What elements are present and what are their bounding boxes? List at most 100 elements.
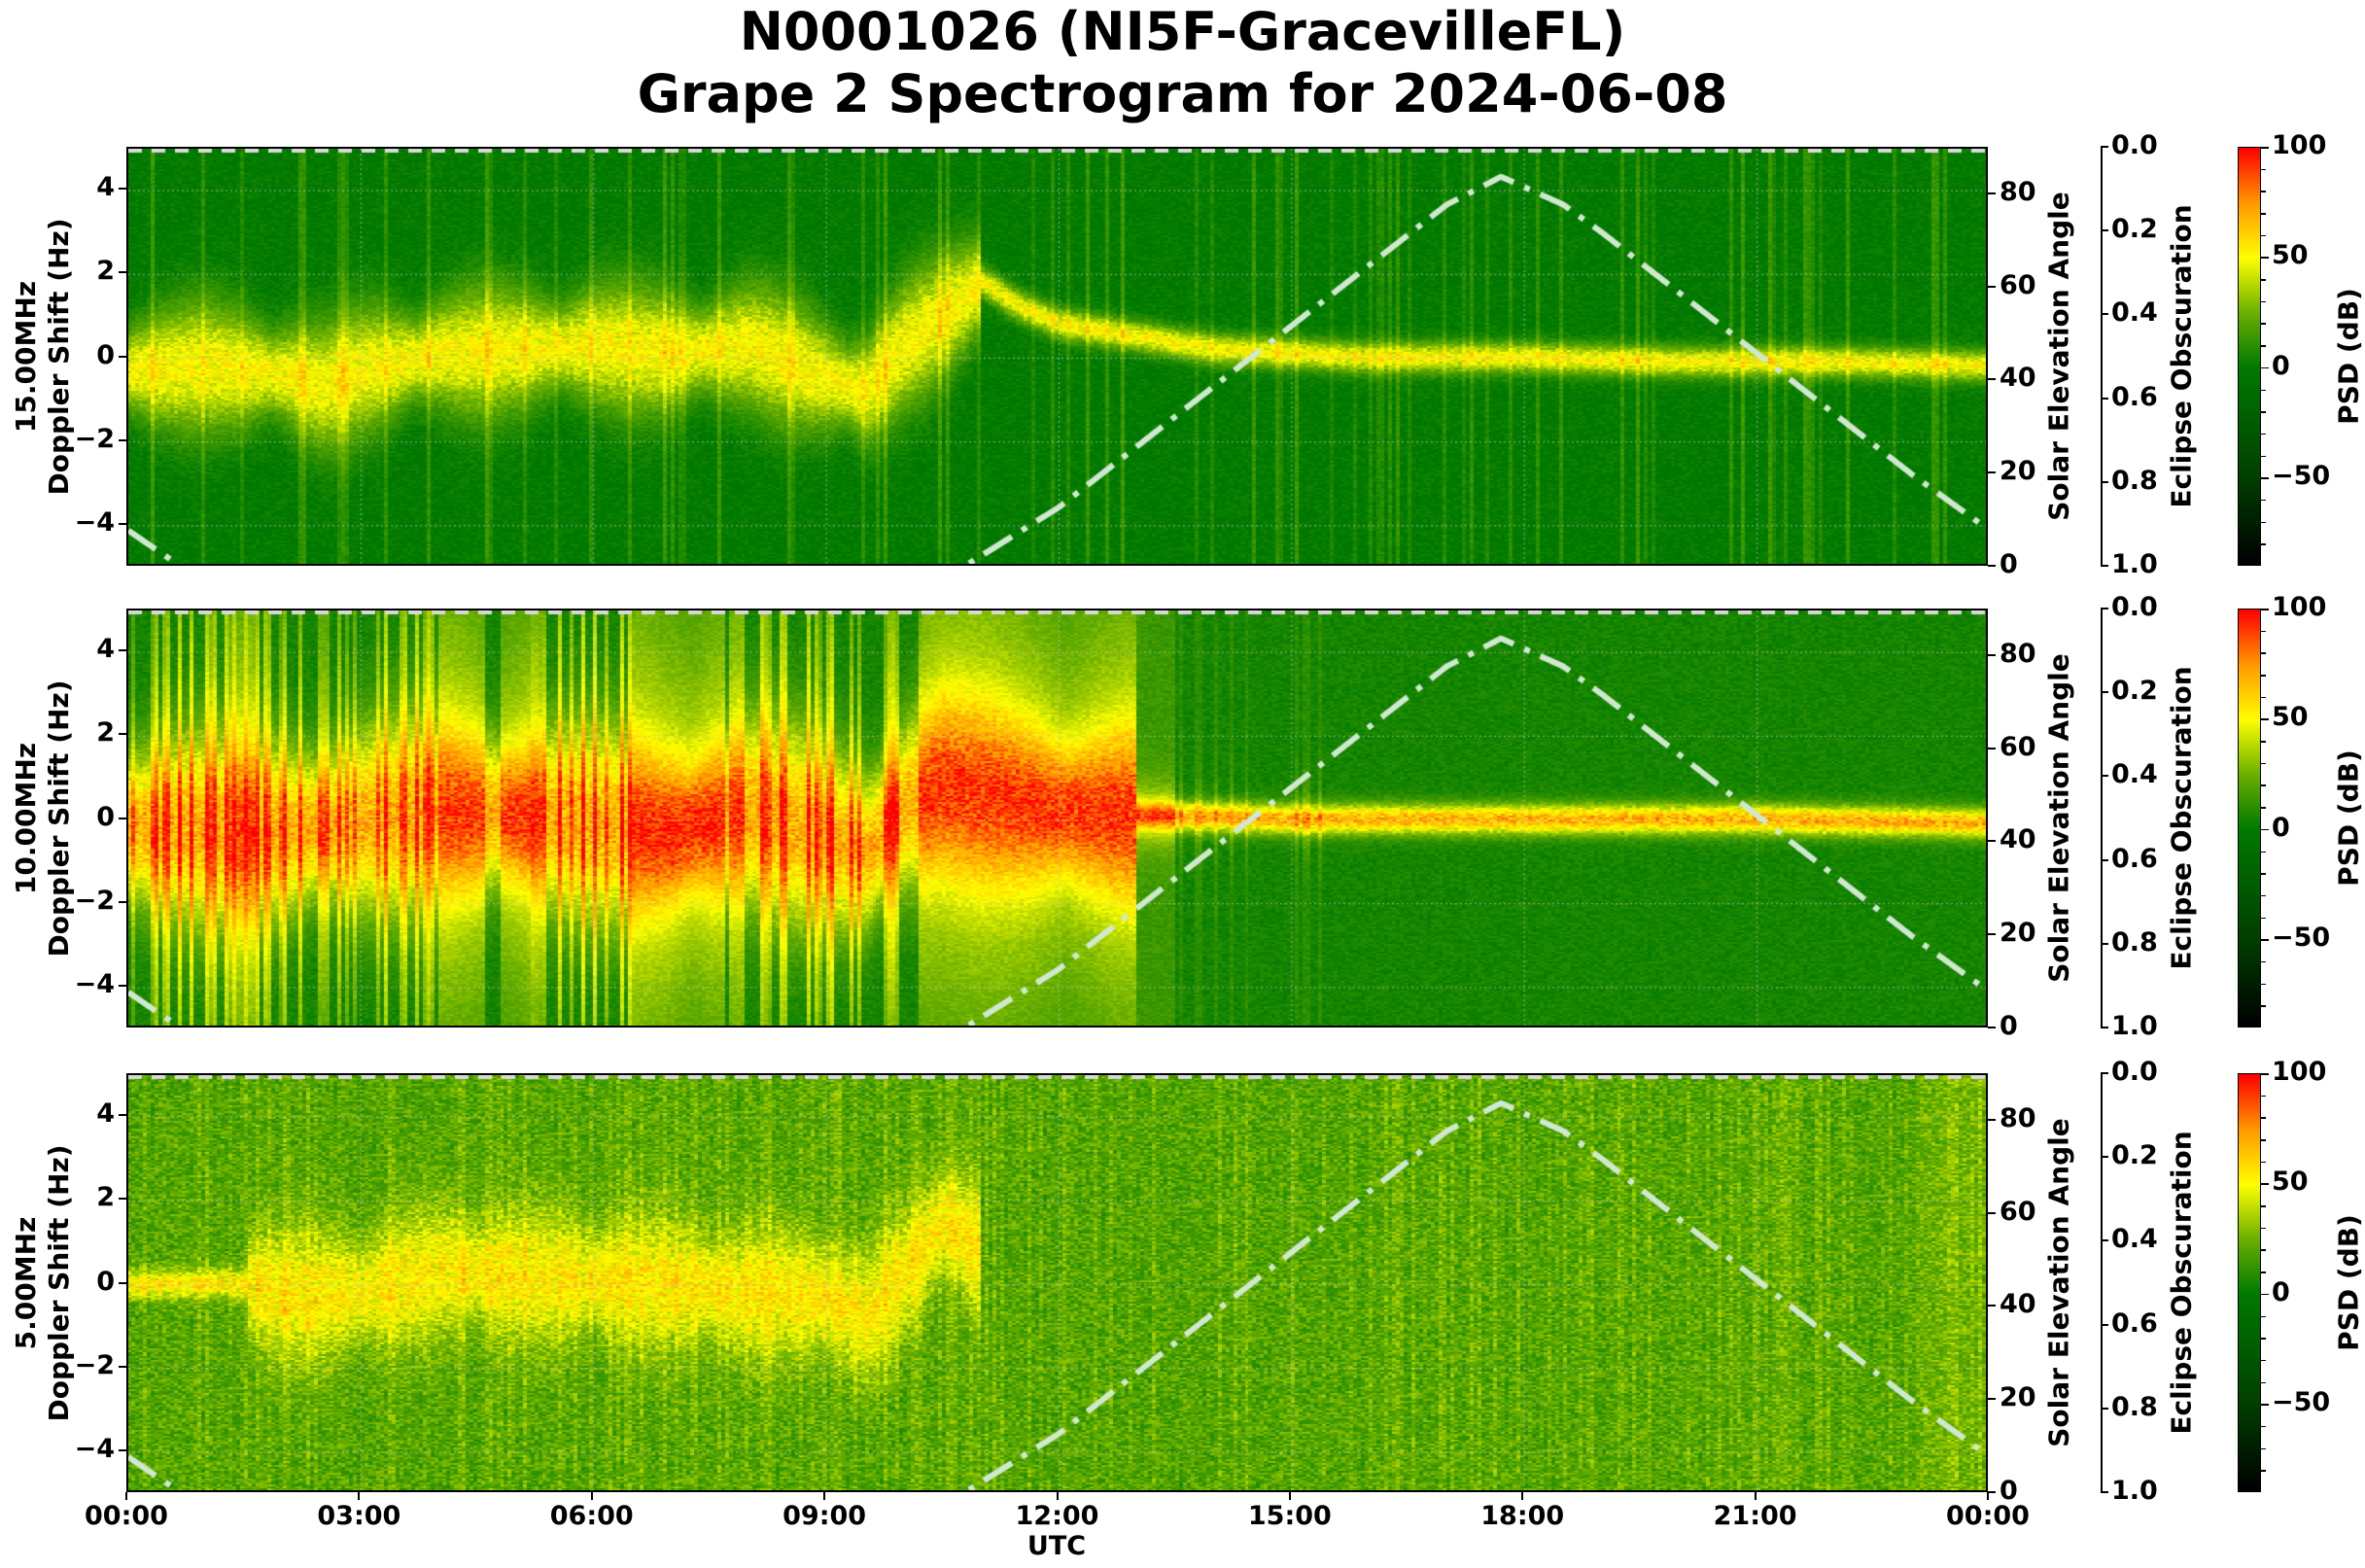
x-tick-mark [1987, 1492, 1989, 1500]
eclipse-tick-mark [2101, 1323, 2108, 1326]
solar-tick-label: 80 [2000, 176, 2036, 207]
psd-colorbar [2238, 609, 2261, 1028]
colorbar-tick-mark [2261, 960, 2266, 963]
colorbar-tick-mark [2261, 917, 2266, 920]
solar-tick-label: 20 [2000, 456, 2036, 487]
eclipse-tick-mark [2101, 608, 2108, 610]
x-tick-mark [590, 1492, 593, 1500]
colorbar-tick-mark [2261, 345, 2266, 347]
spectrogram-panel-15-00mhz [126, 147, 1988, 566]
y-tick-mark [119, 1114, 126, 1117]
colorbar-tick-label: 100 [2272, 1057, 2327, 1087]
eclipse-obscuration-label: Eclipse Obscuration [2165, 665, 2198, 970]
colorbar-tick-mark [2261, 828, 2269, 831]
x-tick-label: 03:00 [317, 1501, 401, 1531]
spectrogram-panel-5-00mhz [126, 1073, 1988, 1492]
eclipse-tick-label: 0.4 [2111, 759, 2158, 790]
x-tick-label: 09:00 [783, 1501, 867, 1531]
colorbar-tick-mark [2261, 1073, 2269, 1075]
y-tick-label: 0 [96, 801, 115, 832]
solar-tick-label: 0 [2000, 549, 2018, 579]
x-tick-mark [1521, 1492, 1524, 1500]
y-tick-mark [119, 1448, 126, 1451]
colorbar-tick-mark [2261, 1338, 2266, 1340]
solar-tick-label: 60 [2000, 731, 2036, 762]
eclipse-tick-mark [2101, 1027, 2108, 1028]
y-tick-mark [119, 733, 126, 736]
colorbar-tick-mark [2261, 1139, 2266, 1141]
eclipse-tick-label: 0.2 [2111, 1140, 2158, 1171]
solar-tick-mark [1988, 378, 1996, 381]
colorbar-tick-mark [2261, 433, 2266, 436]
x-tick-mark [125, 1492, 127, 1500]
eclipse-tick-mark [2101, 1491, 2108, 1493]
spectrogram-heatmap [128, 149, 1986, 564]
eclipse-axis-spine [2101, 1073, 2103, 1492]
colorbar-tick-mark [2261, 1470, 2266, 1472]
colorbar-tick-mark [2261, 807, 2266, 809]
eclipse-tick-label: 0.8 [2111, 1391, 2158, 1422]
y-tick-mark [119, 522, 126, 525]
colorbar-tick-mark [2261, 257, 2269, 259]
solar-tick-label: 40 [2000, 363, 2036, 394]
eclipse-tick-mark [2101, 313, 2108, 316]
solar-tick-mark [1988, 1491, 1996, 1493]
colorbar-tick-mark [2261, 1227, 2266, 1230]
y-tick-mark [119, 1365, 126, 1368]
spectrogram-panel-10-00mhz [126, 609, 1988, 1028]
colorbar-tick-mark [2261, 1359, 2266, 1362]
colorbar-tick-label: 0 [2272, 812, 2290, 843]
colorbar-tick-mark [2261, 630, 2266, 633]
colorbar-tick-mark [2261, 389, 2266, 392]
solar-tick-mark [1988, 471, 1996, 474]
colorbar-tick-mark [2261, 652, 2266, 654]
colorbar-tick-mark [2261, 147, 2269, 149]
eclipse-tick-label: 0.0 [2111, 130, 2158, 160]
colorbar-tick-mark [2261, 1117, 2266, 1119]
eclipse-tick-label: 0.8 [2111, 926, 2158, 958]
y-tick-label: 2 [96, 717, 115, 749]
eclipse-tick-label: 0.6 [2111, 1307, 2158, 1339]
colorbar-tick-mark [2261, 609, 2269, 610]
y-tick-label: −4 [74, 968, 115, 999]
solar-tick-mark [1988, 1211, 1996, 1214]
x-tick-mark [1056, 1492, 1059, 1500]
eclipse-tick-label: 0.0 [2111, 1057, 2158, 1087]
colorbar-tick-mark [2261, 323, 2266, 325]
x-tick-label: 12:00 [1015, 1501, 1099, 1531]
solar-elevation-label: Solar Elevation Angle [2042, 1117, 2075, 1447]
y-tick-label: −2 [74, 885, 115, 916]
colorbar-tick-mark [2261, 1272, 2266, 1273]
colorbar-tick-mark [2261, 1183, 2269, 1185]
solar-tick-mark [1988, 1398, 1996, 1401]
solar-tick-mark [1988, 840, 1996, 843]
colorbar-tick-mark [2261, 1381, 2266, 1384]
solar-tick-mark [1988, 285, 1996, 288]
solar-tick-label: 80 [2000, 1102, 2036, 1133]
x-tick-label: 18:00 [1480, 1501, 1565, 1531]
eclipse-tick-mark [2101, 397, 2108, 400]
x-tick-label: 21:00 [1713, 1501, 1797, 1531]
colorbar-tick-label: −50 [2272, 461, 2331, 492]
colorbar-tick-mark [2261, 894, 2266, 897]
y-tick-label: 2 [96, 1182, 115, 1213]
eclipse-tick-mark [2101, 775, 2108, 778]
colorbar-tick-label: 50 [2272, 1167, 2309, 1198]
eclipse-tick-label: 0.4 [2111, 1224, 2158, 1255]
eclipse-tick-label: 0.0 [2111, 592, 2158, 622]
colorbar-tick-mark [2261, 784, 2266, 786]
solar-tick-mark [1988, 747, 1996, 749]
eclipse-tick-mark [2101, 1239, 2108, 1242]
x-tick-mark [1288, 1492, 1291, 1500]
solar-tick-label: 40 [2000, 1289, 2036, 1320]
y-tick-mark [119, 984, 126, 987]
solar-tick-label: 0 [2000, 1476, 2018, 1506]
colorbar-tick-label: 0 [2272, 1276, 2290, 1307]
colorbar-tick-mark [2261, 543, 2266, 545]
colorbar-tick-mark [2261, 300, 2266, 303]
colorbar-tick-mark [2261, 1425, 2266, 1428]
colorbar-tick-mark [2261, 191, 2266, 192]
eclipse-tick-mark [2101, 229, 2108, 232]
colorbar-tick-mark [2261, 741, 2266, 743]
colorbar-tick-mark [2261, 455, 2266, 458]
